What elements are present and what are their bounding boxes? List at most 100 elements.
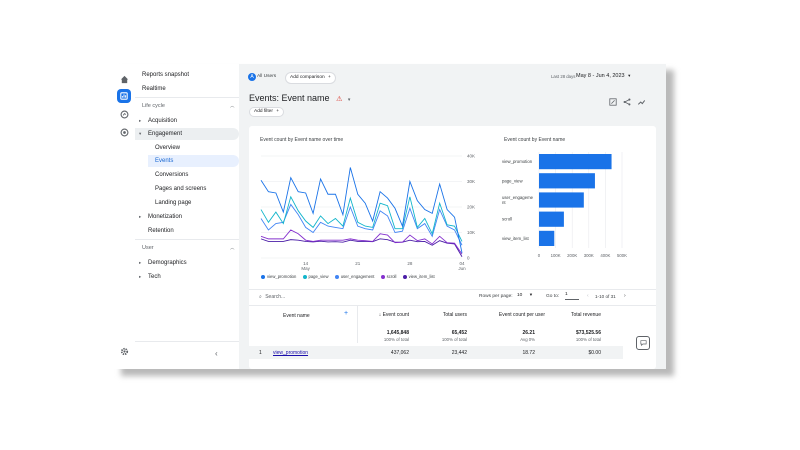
caret-right-icon: ▸ bbox=[139, 274, 142, 279]
x-tick-label: 28 bbox=[407, 261, 413, 266]
date-range-value: May 8 - Jun 4, 2023 bbox=[576, 73, 625, 79]
go-to-label: Go to: bbox=[546, 294, 560, 299]
bar-page_view bbox=[539, 173, 595, 189]
legend-item[interactable]: view_promotion bbox=[261, 274, 296, 279]
title-dropdown-icon[interactable]: ▾ bbox=[347, 97, 351, 103]
x-tick-label-month: Jun bbox=[458, 266, 466, 271]
legend-item[interactable]: page_view bbox=[302, 274, 329, 279]
nav-reports-snapshot[interactable]: Reports snapshot bbox=[142, 72, 190, 78]
caret-right-icon: ▸ bbox=[139, 214, 142, 219]
nav-pages-and-screens[interactable]: Pages and screens bbox=[155, 186, 207, 192]
header-event-count[interactable]: ↓ Event count bbox=[364, 312, 409, 318]
customize-report-icon[interactable] bbox=[609, 93, 617, 111]
nav-section-user[interactable]: User bbox=[142, 245, 154, 251]
nav-landing-page[interactable]: Landing page bbox=[155, 200, 192, 206]
total-revenue-value: $73,525.56 bbox=[575, 330, 601, 336]
go-to-input[interactable]: 1 bbox=[565, 292, 579, 300]
legend-label: view_promotion bbox=[267, 274, 297, 279]
nav-conversions[interactable]: Conversions bbox=[155, 172, 189, 178]
previous-page-icon[interactable]: ‹ bbox=[587, 293, 589, 299]
header-event-name[interactable]: Event name bbox=[283, 313, 310, 319]
y-tick-label: 30K bbox=[467, 179, 475, 184]
add-filter-button[interactable]: Add filter + bbox=[249, 107, 285, 117]
x-tick-label: 0 bbox=[538, 253, 541, 258]
row-event-name-link[interactable]: view_promotion bbox=[273, 350, 309, 356]
search-icon: ⌕ bbox=[259, 294, 262, 300]
nav-engagement[interactable]: Engagement bbox=[148, 131, 183, 137]
rows-per-page-value: 10 bbox=[517, 293, 523, 298]
nav-realtime[interactable]: Realtime bbox=[142, 86, 166, 92]
bar-user_engagement bbox=[539, 192, 584, 208]
caret-down-icon: ▾ bbox=[139, 131, 142, 136]
row-revenue: $0.00 bbox=[588, 350, 601, 356]
total-event-count-share: 100% of total bbox=[383, 337, 409, 342]
legend-item[interactable]: scroll bbox=[380, 274, 397, 279]
collapse-chevron-icon[interactable]: ‹ bbox=[215, 349, 218, 358]
legend-label: page_view bbox=[308, 274, 329, 279]
nav-events[interactable]: Events bbox=[148, 155, 239, 167]
total-users-share: 100% of total bbox=[441, 337, 467, 342]
total-per-user-value: 26.21 bbox=[522, 330, 535, 336]
category-label: scroll bbox=[502, 217, 512, 222]
nav-overview[interactable]: Overview bbox=[155, 145, 181, 151]
header-total-users[interactable]: Total users bbox=[442, 312, 467, 318]
settings-gear-icon[interactable] bbox=[117, 344, 131, 358]
legend-item[interactable]: view_item_list bbox=[402, 274, 435, 279]
row-index: 1 bbox=[259, 350, 262, 356]
segment-badge: A bbox=[248, 73, 256, 81]
x-tick-label: 500K bbox=[617, 253, 627, 258]
header-event-count-per-user[interactable]: Event count per user bbox=[498, 312, 545, 318]
bar-view_item_list bbox=[539, 230, 555, 246]
legend-label: view_item_list bbox=[408, 274, 435, 279]
nav-engagement-row[interactable] bbox=[135, 128, 239, 140]
bar-chart[interactable]: 0 100K 200K 300K 400K 500K view_promotion page_… bbox=[502, 148, 652, 273]
chevron-up-icon[interactable]: ︿ bbox=[230, 245, 235, 250]
row-per-user: 18.72 bbox=[522, 350, 535, 356]
segment-chip[interactable]: All Users bbox=[257, 74, 277, 79]
search-field[interactable]: ⌕ Search... bbox=[259, 294, 285, 300]
pagination-range: 1-10 of 31 bbox=[595, 294, 616, 299]
nav-retention[interactable]: Retention bbox=[148, 228, 174, 234]
nav-acquisition[interactable]: Acquisition bbox=[148, 118, 178, 124]
nav-monetization[interactable]: Monetization bbox=[148, 214, 183, 220]
plus-icon: + bbox=[276, 109, 280, 114]
header-total-revenue[interactable]: Total revenue bbox=[570, 312, 601, 318]
home-icon[interactable] bbox=[117, 72, 131, 86]
explore-icon[interactable] bbox=[117, 107, 131, 121]
x-tick-label: 14 bbox=[303, 261, 309, 266]
caret-right-icon: ▸ bbox=[139, 260, 142, 265]
nav-divider bbox=[135, 341, 239, 342]
rows-per-page-select[interactable]: 10 ▾ bbox=[517, 293, 532, 298]
chevron-up-icon[interactable]: ︿ bbox=[230, 103, 235, 108]
x-tick-label-month: May bbox=[301, 266, 310, 271]
reports-icon[interactable] bbox=[117, 89, 131, 103]
insights-icon[interactable] bbox=[637, 93, 646, 111]
x-tick-label: 400K bbox=[600, 253, 610, 258]
y-tick-label: 0 bbox=[467, 256, 470, 261]
add-comparison-label: Add comparison bbox=[290, 75, 325, 80]
nav-demographics[interactable]: Demographics bbox=[148, 260, 187, 266]
legend-item[interactable]: user_engagement bbox=[334, 274, 374, 279]
feedback-icon[interactable] bbox=[636, 336, 650, 350]
share-icon[interactable] bbox=[623, 93, 631, 111]
series-line-page_view bbox=[260, 195, 463, 242]
date-range-picker[interactable]: May 8 - Jun 4, 2023 ▾ bbox=[576, 73, 630, 79]
y-tick-label: 10K bbox=[467, 230, 475, 235]
x-tick-label: 21 bbox=[355, 261, 361, 266]
nav-tech[interactable]: Tech bbox=[148, 274, 161, 280]
bar-scroll bbox=[539, 211, 564, 227]
add-comparison-button[interactable]: Add comparison + bbox=[285, 72, 336, 84]
advertising-icon[interactable] bbox=[117, 125, 131, 139]
x-tick-label: 300K bbox=[584, 253, 594, 258]
x-tick-label: 100K bbox=[551, 253, 561, 258]
plus-icon: + bbox=[328, 75, 331, 80]
table-row[interactable]: 1 view_promotion 437,062 23,442 18.72 $0… bbox=[249, 346, 623, 359]
nav-section-life-cycle[interactable]: Life cycle bbox=[142, 103, 165, 109]
total-per-user-avg: Avg 0% bbox=[520, 337, 535, 342]
warning-icon[interactable]: ⚠ bbox=[336, 96, 343, 103]
legend-label: scroll bbox=[386, 274, 397, 279]
next-page-icon[interactable]: › bbox=[624, 293, 626, 299]
add-dimension-plus-icon[interactable]: + bbox=[344, 310, 349, 317]
line-chart-legend: view_promotion page_view user_engagement… bbox=[261, 274, 435, 279]
